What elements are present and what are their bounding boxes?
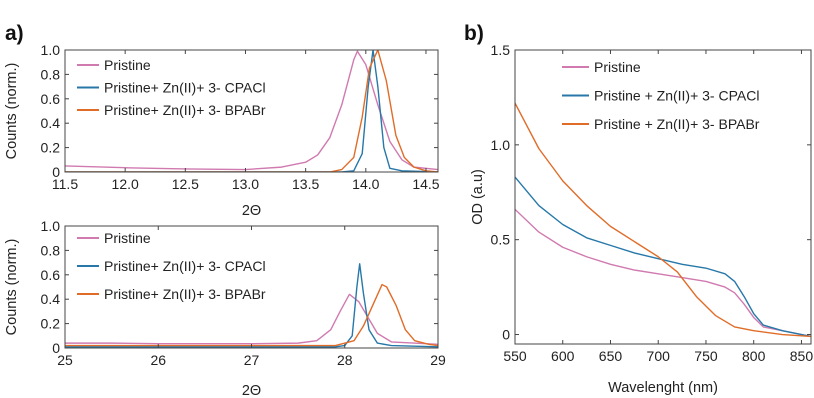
x-tick-label: 13.0 [232, 176, 259, 192]
plot-frame [64, 49, 439, 173]
x-tick-label: 800 [742, 348, 766, 364]
x-axis-label: Wavelenght (nm) [608, 380, 718, 396]
y-axis-label: Counts (norm.) [4, 63, 20, 160]
series-line-2 [65, 283, 438, 347]
x-tick-label: 13.5 [292, 176, 319, 192]
x-tick-label: 850 [790, 348, 814, 364]
legend-entry: Pristine+ Zn(II)+ 3- BPABr [104, 286, 266, 302]
y-tick-label: 0.2 [41, 140, 61, 156]
series-line-2 [515, 102, 811, 338]
y-tick-label: 1.0 [491, 137, 511, 153]
legend-entry: Pristine+ Zn(II)+ 3- CPACl [104, 80, 266, 96]
legend-entry: Pristine + Zn(II)+ 3- CPACl [594, 88, 759, 104]
x-tick-label: 750 [694, 348, 718, 364]
legend-entry: Pristine + Zn(II)+ 3- BPABr [594, 116, 760, 132]
y-tick-label: 0 [52, 164, 60, 180]
y-tick-label: 0 [502, 327, 510, 343]
series-line-2 [65, 50, 438, 172]
x-tick-label: 11.5 [52, 176, 78, 192]
legend-entry: Pristine [104, 230, 151, 246]
x-tick-label: 29 [430, 352, 446, 368]
y-tick-label: 0.8 [41, 242, 61, 258]
series-line-0 [65, 50, 438, 171]
y-tick-label: 0.4 [41, 291, 61, 307]
x-axis-label: 2Θ [242, 203, 261, 219]
y-tick-label: 1.5 [491, 42, 511, 58]
series-line-1 [65, 263, 438, 348]
legend-entry: Pristine+ Zn(II)+ 3- BPABr [104, 102, 266, 118]
x-tick-label: 28 [337, 352, 353, 368]
y-tick-label: 0 [52, 340, 60, 356]
series-line-1 [65, 50, 438, 172]
chart-1: 25 26 27 28 29 0 0.2 0.4 0.6 0.8 1.0 2Θ Counts (norm… [4, 218, 446, 398]
x-tick-label: 14.5 [412, 176, 439, 192]
legend: Pristine Pristine+ Zn(II)+ 3- CPACl Pristi… [77, 57, 266, 118]
legend-entry: Pristine [104, 57, 151, 73]
x-tick-label: 14.0 [352, 176, 379, 192]
plot-frame [514, 49, 812, 345]
y-tick-label: 0.5 [491, 232, 511, 248]
x-tick-label: 650 [599, 348, 623, 364]
y-axis-label: Counts (norm.) [4, 239, 20, 336]
x-tick-label: 26 [150, 352, 166, 368]
y-tick-label: 0.6 [41, 267, 61, 283]
series-line-0 [515, 208, 811, 338]
legend-entry: Pristine+ Zn(II)+ 3- CPACl [104, 258, 266, 274]
y-axis-label: OD (a.u) [470, 169, 486, 225]
x-tick-label: 25 [57, 352, 73, 368]
series-line-0 [65, 293, 438, 346]
panel-label: b) [464, 22, 484, 45]
legend: Pristine Pristine + Zn(II)+ 3- CPACl Prist… [562, 59, 760, 132]
x-tick-label: 12.0 [112, 176, 139, 192]
legend-entry: Pristine [594, 59, 641, 75]
x-axis-label: 2Θ [242, 383, 261, 398]
series-line-1 [515, 176, 811, 338]
x-tick-label: 600 [551, 348, 575, 364]
y-tick-label: 0.4 [41, 115, 61, 131]
x-tick-label: 550 [503, 348, 527, 364]
y-tick-label: 0.6 [41, 91, 61, 107]
panel-label: a) [5, 22, 24, 45]
y-tick-label: 1.0 [41, 42, 61, 58]
chart-2: b) 550 600 650 700 750 800 850 0 0.5 1.0 1.5 Wavelen… [464, 22, 813, 396]
x-tick-label: 12.5 [172, 176, 199, 192]
y-tick-label: 0.2 [41, 316, 61, 332]
y-tick-label: 1.0 [41, 218, 61, 234]
x-tick-label: 27 [244, 352, 260, 368]
chart-0: a) 11.5 12.0 12.5 13.0 13.5 14.0 14.5 0 0.2 0.4 0.6… [4, 22, 440, 219]
legend: Pristine Pristine+ Zn(II)+ 3- CPACl Pristi… [77, 230, 266, 302]
x-tick-label: 700 [647, 348, 671, 364]
y-tick-label: 0.8 [41, 66, 61, 82]
